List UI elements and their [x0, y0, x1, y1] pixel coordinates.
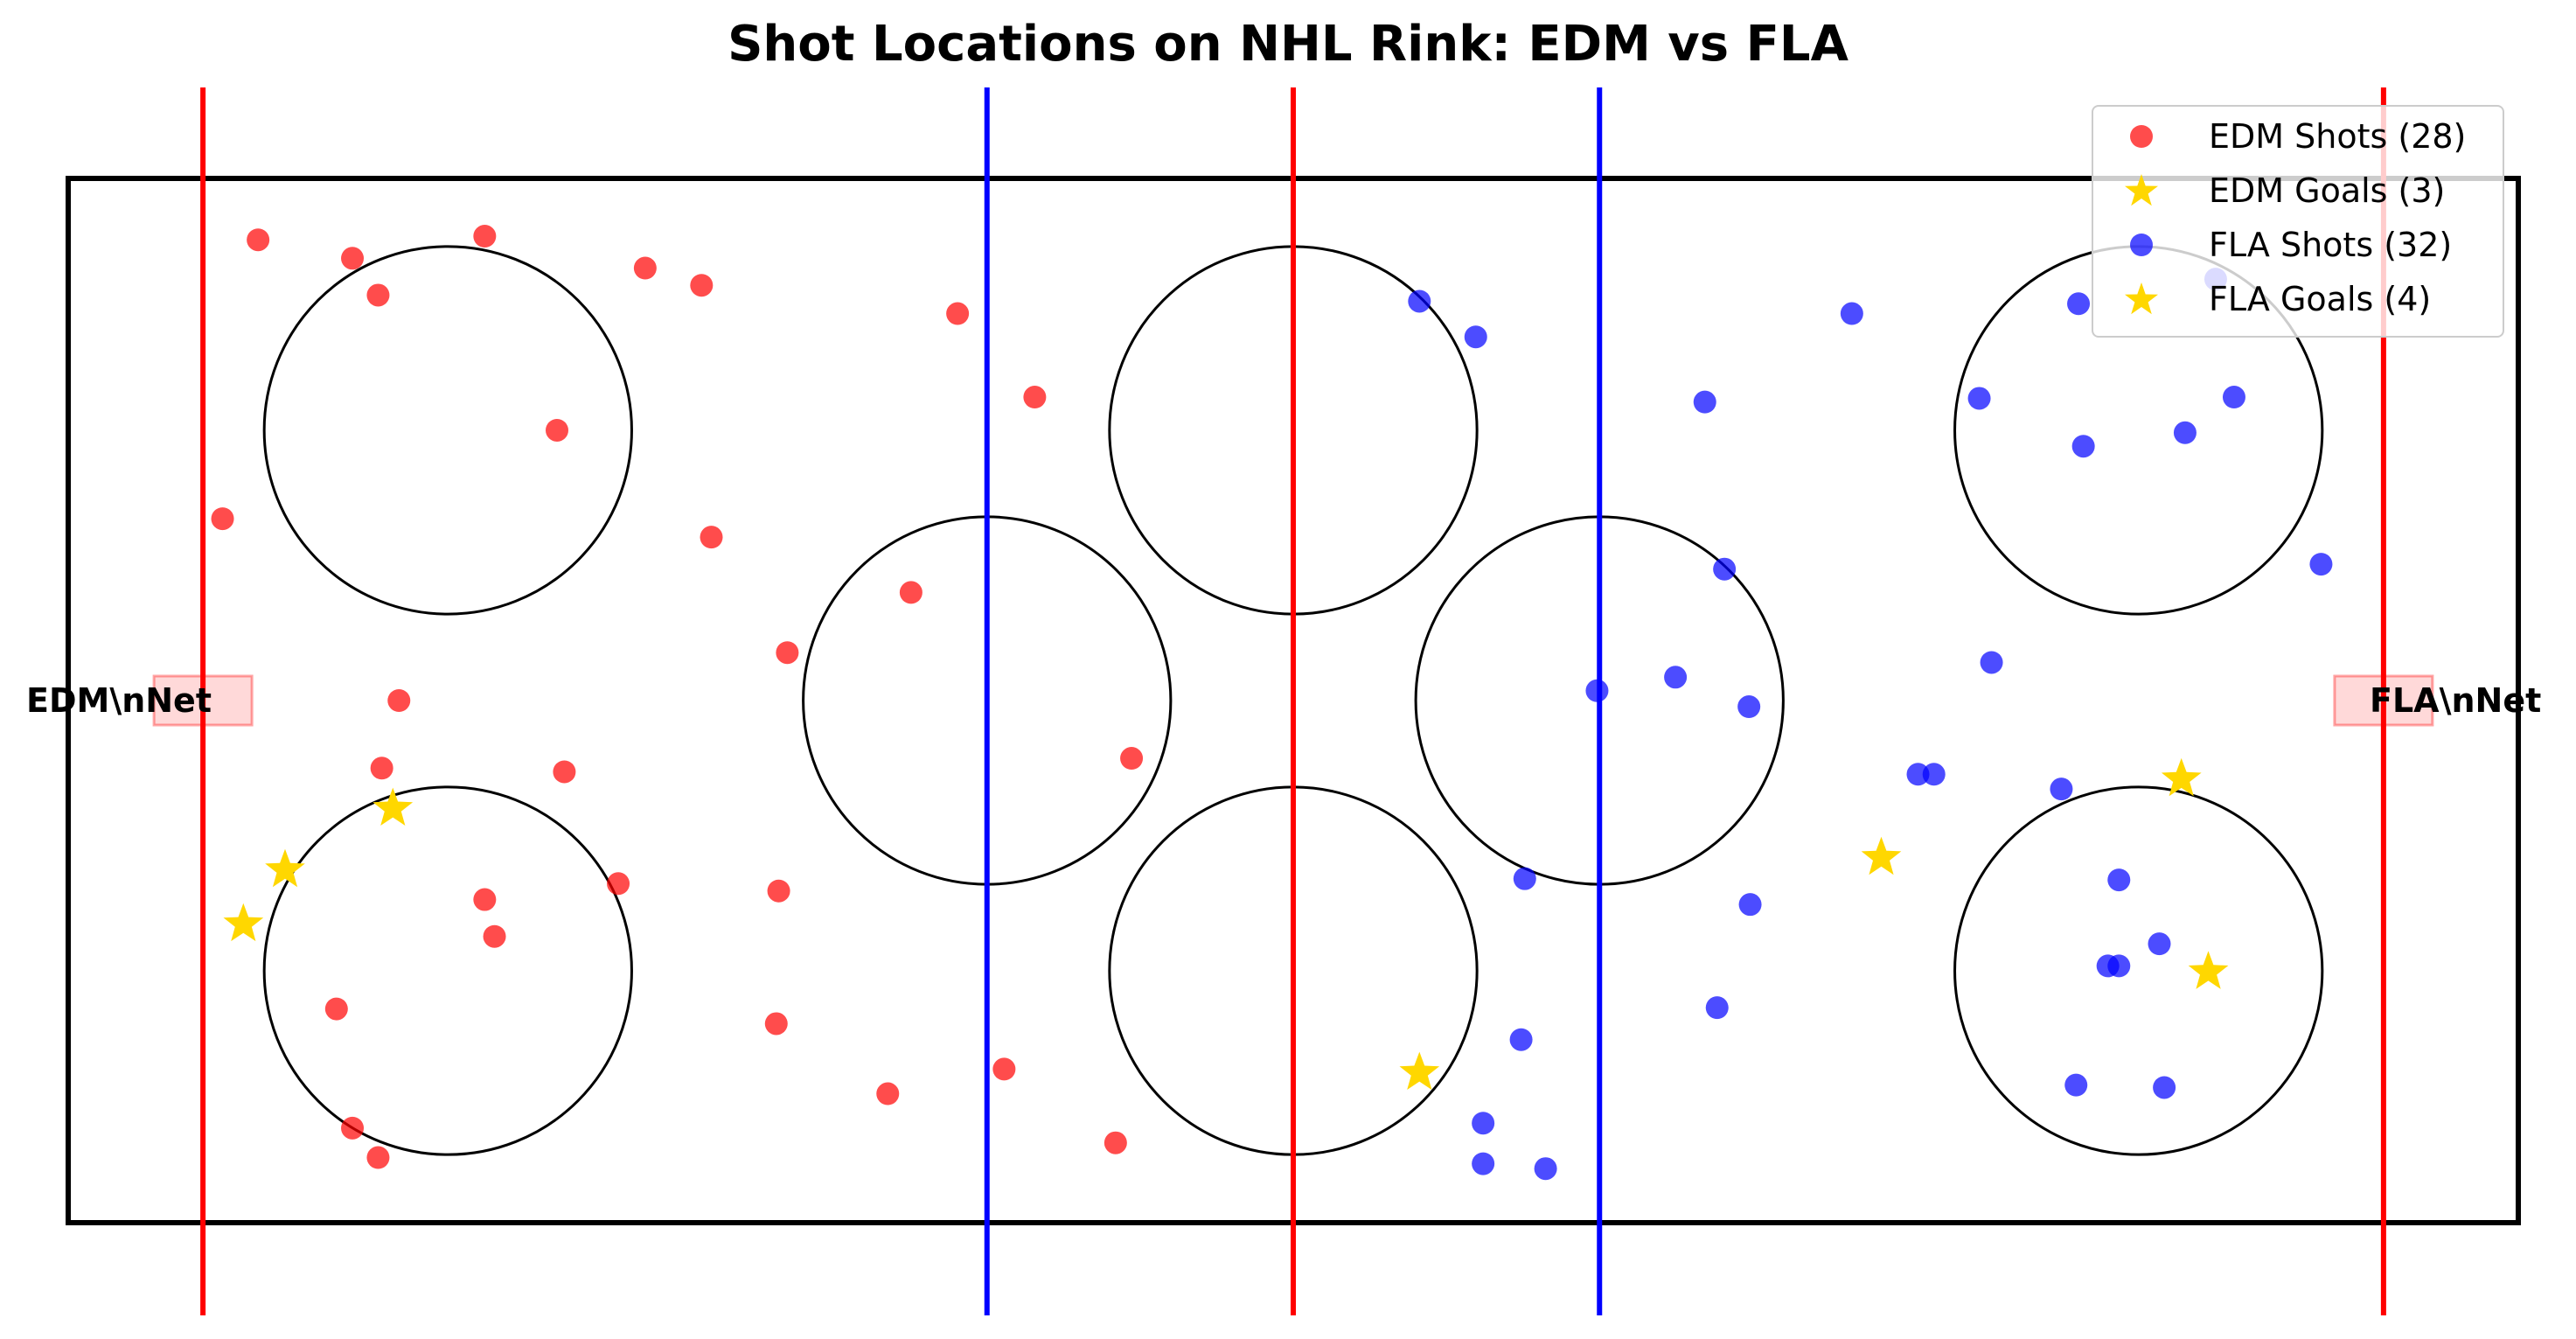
fla-shot-point [2067, 292, 2091, 316]
fla-shot-point [1664, 666, 1688, 689]
fla-shot-point [1408, 289, 1431, 313]
edm-shot-point [341, 247, 365, 270]
edm-shot-point [1104, 1131, 1127, 1154]
faceoff-circle [262, 245, 633, 616]
edm-shot-point [764, 1012, 788, 1036]
edm-shot-point [370, 757, 393, 780]
fla-shot-point [1585, 679, 1609, 702]
edm-shot-point [247, 228, 270, 252]
fla-shot-point [2148, 932, 2171, 956]
edm-shot-point [341, 1116, 365, 1140]
fla-shot-point [1534, 1157, 1557, 1181]
chart-legend: EDM Shots (28) EDM Goals (3) FLA Shots (… [2092, 105, 2504, 338]
edm-shot-point [366, 1146, 390, 1169]
fla-shot-point [1509, 1028, 1533, 1051]
fla-goal-point [1399, 1051, 1440, 1090]
fla-shot-point [1705, 996, 1729, 1020]
legend-label-fla-goals: FLA Goals (4) [2209, 280, 2432, 318]
edm-shot-point [899, 581, 922, 604]
legend-marker-gold-star [2125, 282, 2158, 315]
edm-shot-point [776, 641, 799, 665]
edm-shot-point [946, 302, 970, 325]
fla-shot-point [2107, 868, 2131, 892]
edm-shot-point [992, 1057, 1016, 1081]
edm-shot-point [700, 526, 723, 549]
legend-item-edm-shots: EDM Shots (28) [2093, 110, 2503, 163]
faceoff-circle [262, 785, 633, 1156]
edm-shot-point [366, 283, 390, 307]
edm-shot-point [545, 418, 568, 442]
fla-goal-point [2161, 757, 2202, 797]
fla-shot-point [1464, 325, 1487, 349]
edm-shot-point [690, 274, 714, 297]
fla-shot-point [2153, 1076, 2176, 1099]
fla-shot-point [1840, 302, 1863, 325]
edm-shot-point [473, 888, 497, 911]
fla-shot-point [1737, 695, 1761, 719]
edm-shot-point [324, 997, 348, 1021]
edm-shot-point [1120, 747, 1144, 771]
edm-shot-point [211, 507, 234, 531]
legend-item-fla-shots: FLA Shots (32) [2093, 219, 2503, 271]
fla-shot-point [1713, 557, 1737, 581]
edm-shot-point [607, 872, 630, 896]
fla-goal-point [2188, 951, 2229, 989]
fla-shot-point [2096, 954, 2120, 978]
edm-net-label: EDM\nNet [26, 681, 212, 720]
fla-shot-point [2071, 435, 2095, 458]
fla-shot-point [2222, 386, 2245, 409]
fla-shot-point [2064, 1073, 2088, 1097]
fla-shot-point [1738, 893, 1762, 917]
faceoff-circle [1953, 785, 2324, 1156]
edm-goal-point [372, 787, 414, 826]
legend-marker-blue-circle [2130, 234, 2153, 256]
fla-shot-point [2309, 553, 2333, 576]
edm-goal-point [265, 848, 305, 888]
chart-title: Shot Locations on NHL Rink: EDM vs FLA [728, 16, 1848, 73]
legend-item-fla-goals: FLA Goals (4) [2093, 273, 2503, 325]
fla-net-label: FLA\nNet [2370, 681, 2542, 720]
fla-shot-point [1980, 651, 2003, 674]
edm-shot-point [553, 760, 576, 784]
fla-goal-point [1861, 836, 1902, 875]
edm-shot-point [387, 689, 411, 712]
fla-shot-point [1513, 867, 1536, 890]
fla-shot-point [2050, 778, 2073, 801]
legend-marker-red-circle [2130, 125, 2153, 148]
legend-label-edm-goals: EDM Goals (3) [2209, 171, 2446, 210]
fla-shot-point [2173, 421, 2197, 444]
fla-shot-point [1693, 390, 1716, 414]
edm-shot-point [483, 924, 506, 948]
edm-shot-point [633, 256, 657, 280]
legend-marker-gold-star [2125, 174, 2158, 206]
edm-shot-point [876, 1082, 900, 1105]
fla-shot-point [1922, 763, 1946, 786]
fla-shot-point [1906, 763, 1930, 786]
edm-shot-point [1023, 386, 1047, 409]
fla-shot-point [1472, 1152, 1495, 1175]
fla-shot-point [1967, 387, 1991, 410]
legend-item-edm-goals: EDM Goals (3) [2093, 164, 2503, 217]
edm-shot-point [473, 225, 497, 248]
fla-shot-point [1472, 1112, 1495, 1135]
edm-goal-point [223, 903, 264, 942]
legend-label-edm-shots: EDM Shots (28) [2209, 117, 2467, 156]
edm-shot-point [767, 879, 790, 903]
legend-label-fla-shots: FLA Shots (32) [2209, 226, 2453, 264]
